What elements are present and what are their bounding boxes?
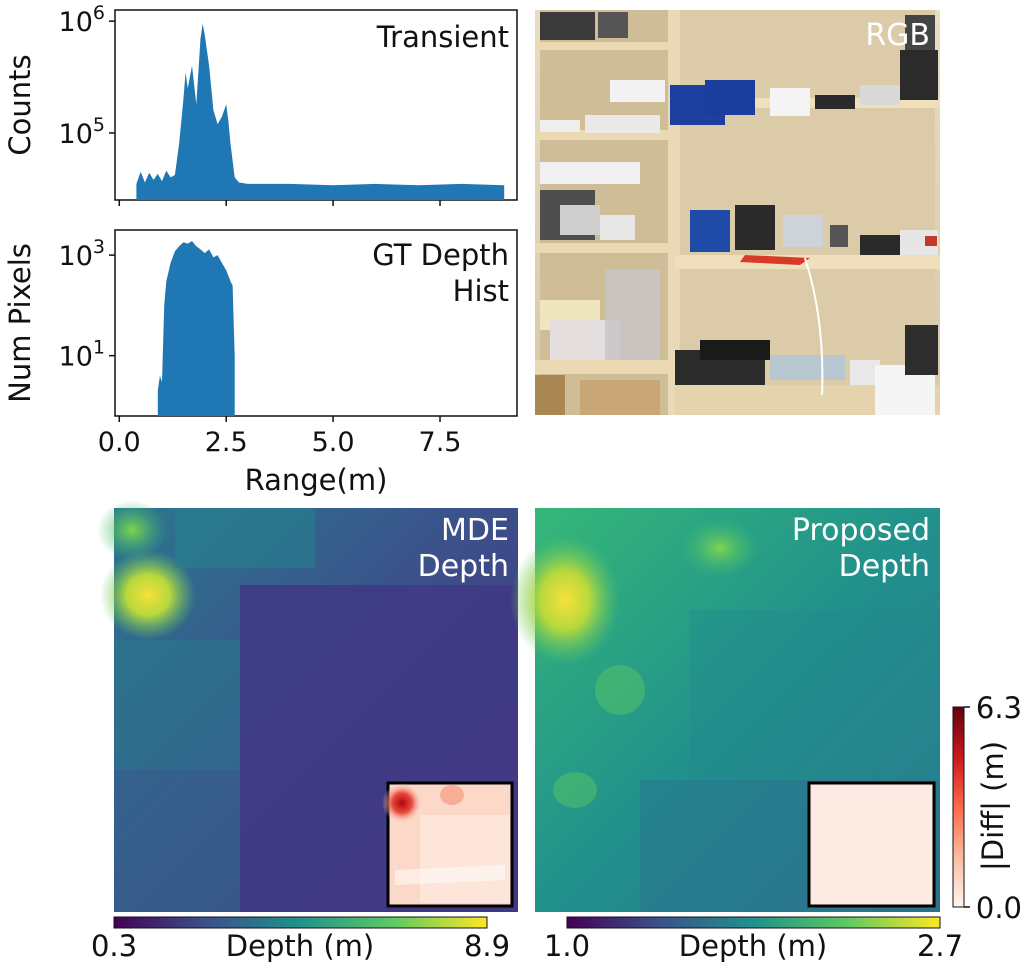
diff-colorbar-min: 0.0 — [976, 891, 1022, 925]
transient-title: Transient — [376, 20, 509, 54]
transient-plot: 106 105 Transient Counts — [3, 2, 518, 206]
proposed-colorbar: 1.0 Depth (m) 2.7 — [544, 916, 963, 963]
mde-title-line-2: Depth — [418, 549, 509, 584]
y-tick-label: 105 — [59, 114, 105, 150]
mde-colorbar: 0.3 Depth (m) 8.9 — [91, 916, 510, 963]
hist-area — [157, 241, 235, 416]
proposed-error-inset — [807, 781, 936, 908]
diff-colorbar-max: 6.3 — [976, 691, 1022, 725]
gt-depth-hist-plot: 103 101 0.0 2.5 5.0 7.5 GT Depth Hist Num Pi… — [3, 229, 518, 497]
proposed-colorbar-max: 2.7 — [917, 929, 963, 963]
transient-yticks: 106 105 — [59, 2, 115, 150]
x-tick-label: 0.0 — [98, 427, 141, 458]
mde-title-line-1: MDE — [441, 513, 509, 548]
hist-xticks: 0.0 2.5 5.0 7.5 — [98, 416, 462, 458]
hist-xlabel: Range(m) — [245, 463, 388, 497]
mde-colorbar-label: Depth (m) — [226, 929, 374, 963]
hist-title-line-1: GT Depth — [372, 238, 509, 272]
x-tick-label: 5.0 — [312, 427, 355, 458]
proposed-title-line-2: Depth — [839, 549, 930, 584]
hist-ylabel: Num Pixels — [3, 243, 37, 403]
mde-depth-map: MDE Depth — [97, 500, 518, 912]
proposed-depth-map: Proposed Depth — [510, 508, 940, 912]
diff-colorbar: 6.3 0.0 |Diff| (m) — [952, 691, 1022, 925]
rgb-photo: RGB — [535, 10, 940, 415]
y-tick-label: 103 — [59, 236, 105, 272]
x-tick-label: 7.5 — [419, 427, 462, 458]
transient-area — [136, 23, 505, 201]
proposed-title-line-1: Proposed — [792, 513, 930, 548]
proposed-colorbar-min: 1.0 — [544, 929, 590, 963]
transient-ylabel: Counts — [3, 54, 37, 155]
mde-colorbar-max: 8.9 — [464, 929, 510, 963]
hist-yticks: 103 101 — [59, 236, 115, 373]
rgb-label: RGB — [865, 18, 930, 53]
proposed-colorbar-label: Depth (m) — [679, 929, 827, 963]
hist-title-line-2: Hist — [453, 274, 509, 308]
y-tick-label: 101 — [59, 337, 105, 373]
mde-colorbar-min: 0.3 — [91, 929, 137, 963]
x-tick-label: 2.5 — [205, 427, 248, 458]
diff-colorbar-label: |Diff| (m) — [976, 741, 1010, 871]
hist-axes-frame — [114, 229, 518, 417]
y-tick-label: 106 — [59, 2, 105, 38]
transient-xticks — [118, 200, 441, 206]
